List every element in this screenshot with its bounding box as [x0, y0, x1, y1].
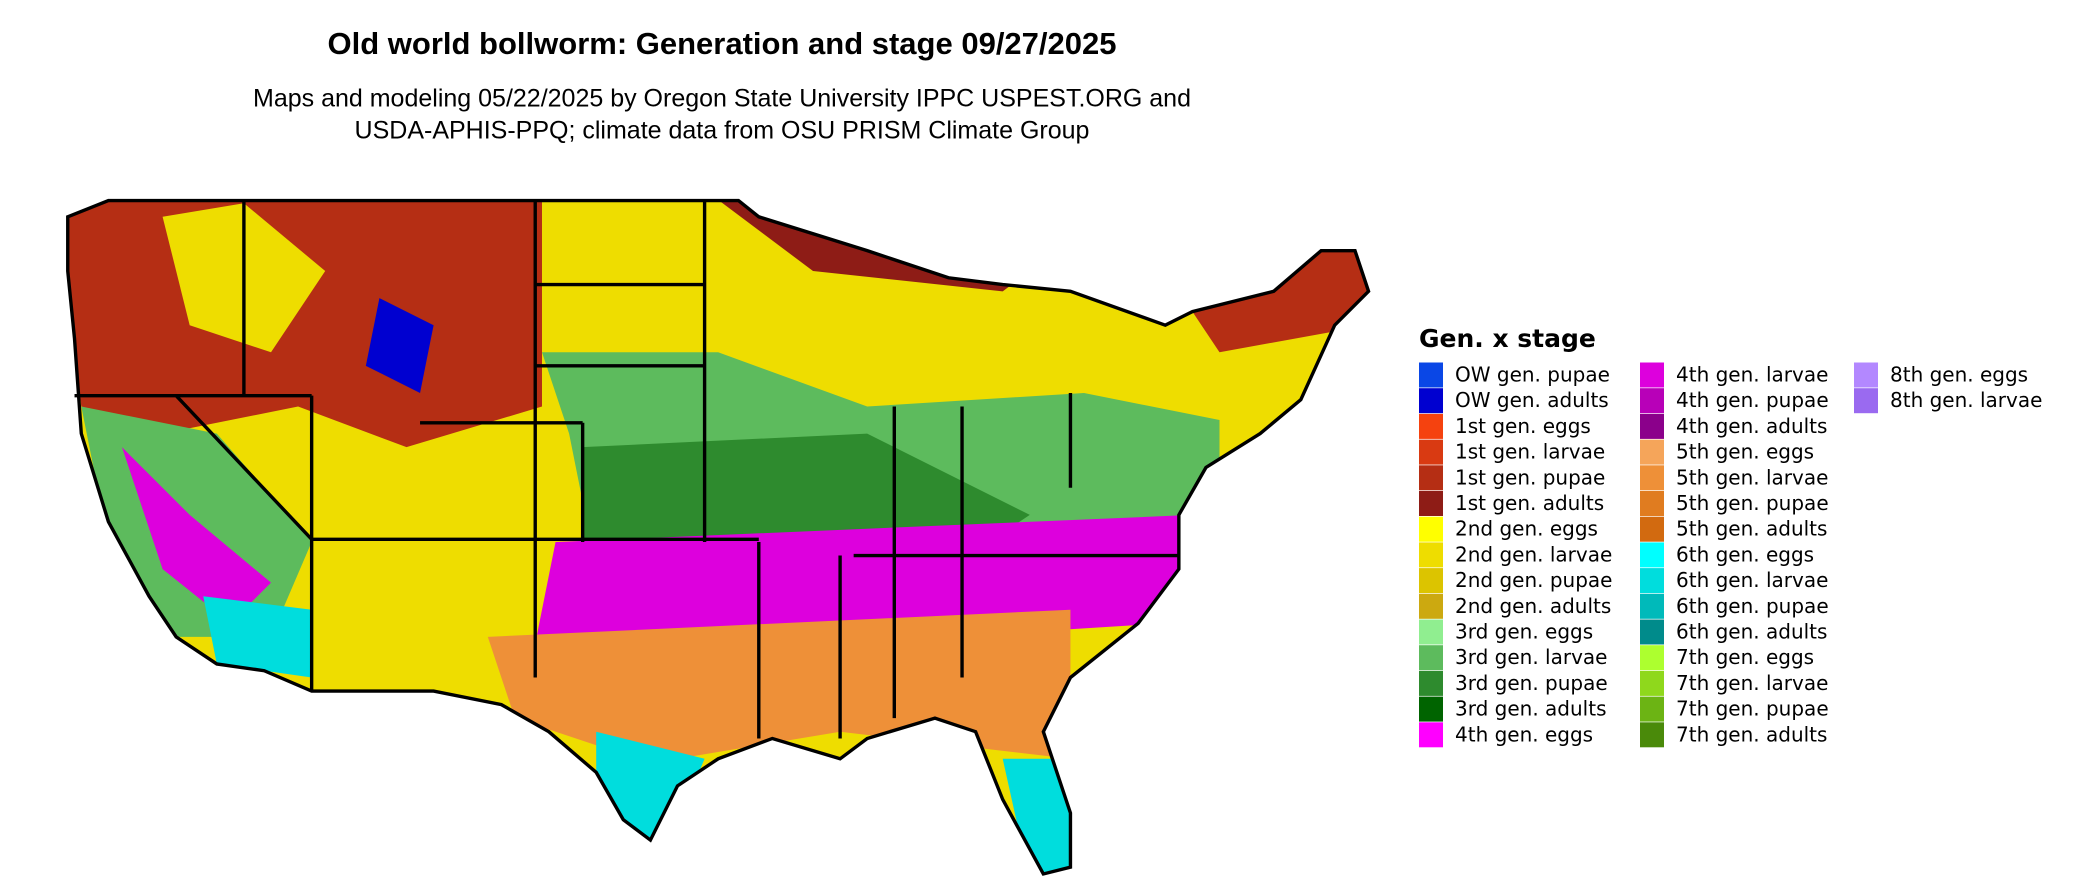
legend-swatch	[1640, 542, 1664, 568]
legend-swatch	[1640, 568, 1664, 594]
legend-label: 5th gen. pupae	[1676, 491, 1829, 515]
map-fill	[67, 200, 1369, 874]
legend-swatch	[1419, 696, 1443, 722]
legend-label: 6th gen. pupae	[1676, 594, 1829, 618]
legend-label: 1st gen. eggs	[1455, 414, 1591, 438]
legend-swatch	[1640, 645, 1664, 671]
legend-swatch	[1854, 362, 1878, 388]
subtitle: USDA-APHIS-PPQ; climate data from OSU PR…	[355, 117, 1090, 145]
legend-swatch	[1419, 670, 1443, 696]
legend-label: 4th gen. larvae	[1676, 363, 1828, 387]
legend-swatch	[1419, 413, 1443, 439]
legend-swatch	[1419, 645, 1443, 671]
legend-label: 5th gen. eggs	[1676, 440, 1814, 464]
legend-swatch	[1419, 542, 1443, 568]
legend-swatch	[1419, 516, 1443, 542]
legend-swatch	[1419, 388, 1443, 414]
legend-label: 2nd gen. eggs	[1455, 517, 1598, 541]
legend-swatch	[1419, 568, 1443, 594]
legend-label: 6th gen. adults	[1676, 620, 1827, 644]
legend-label: 4th gen. eggs	[1455, 722, 1593, 746]
legend-label: 6th gen. eggs	[1676, 542, 1814, 566]
legend-swatch	[1419, 722, 1443, 748]
legend-label: 3rd gen. adults	[1455, 697, 1606, 721]
legend-swatch	[1640, 465, 1664, 491]
legend-swatch	[1640, 362, 1664, 388]
legend-label: 5th gen. larvae	[1676, 465, 1828, 489]
legend-swatch	[1640, 516, 1664, 542]
legend-swatch	[1640, 413, 1664, 439]
legend-swatch	[1640, 696, 1664, 722]
legend-swatch	[1640, 593, 1664, 619]
legend-swatch	[1640, 388, 1664, 414]
legend-label: 4th gen. pupae	[1676, 388, 1829, 412]
legend-label: 6th gen. larvae	[1676, 568, 1828, 592]
legend-label: OW gen. pupae	[1455, 363, 1610, 387]
legend-label: OW gen. adults	[1455, 388, 1609, 412]
legend-label: 3rd gen. larvae	[1455, 645, 1607, 669]
legend-label: 4th gen. adults	[1676, 414, 1827, 438]
legend-label: 7th gen. adults	[1676, 722, 1827, 746]
legend-swatch	[1419, 619, 1443, 645]
legend-swatch	[1640, 722, 1664, 748]
legend-label: 2nd gen. adults	[1455, 594, 1611, 618]
legend-label: 7th gen. pupae	[1676, 697, 1829, 721]
map-title: Old world bollworm: Generation and stage…	[328, 26, 1117, 61]
legend-swatch	[1854, 388, 1878, 414]
legend-label: 1st gen. adults	[1455, 491, 1604, 515]
legend-swatch	[1640, 670, 1664, 696]
legend-swatch	[1419, 593, 1443, 619]
legend-label: 8th gen. eggs	[1890, 363, 2028, 387]
legend-swatch	[1419, 465, 1443, 491]
legend-swatch	[1640, 619, 1664, 645]
legend-label: 7th gen. eggs	[1676, 645, 1814, 669]
legend-swatch	[1419, 362, 1443, 388]
legend-label: 3rd gen. eggs	[1455, 620, 1593, 644]
legend-label: 7th gen. larvae	[1676, 671, 1828, 695]
legend-label: 1st gen. pupae	[1455, 465, 1605, 489]
legend-swatch	[1640, 439, 1664, 465]
state-borders	[66, 198, 1371, 876]
subtitle: Maps and modeling 05/22/2025 by Oregon S…	[253, 85, 1191, 113]
legend-label: 2nd gen. larvae	[1455, 542, 1612, 566]
legend-label: 2nd gen. pupae	[1455, 568, 1612, 592]
legend-label: 3rd gen. pupae	[1455, 671, 1608, 695]
legend-label: 5th gen. adults	[1676, 517, 1827, 541]
legend-swatch	[1419, 439, 1443, 465]
legend-swatch	[1640, 491, 1664, 516]
legend-label: 8th gen. larvae	[1890, 388, 2042, 412]
legend-swatch	[1419, 491, 1443, 516]
legend-label: 1st gen. larvae	[1455, 440, 1605, 464]
legend-title: Gen. x stage	[1419, 324, 1596, 353]
map	[66, 198, 1371, 876]
